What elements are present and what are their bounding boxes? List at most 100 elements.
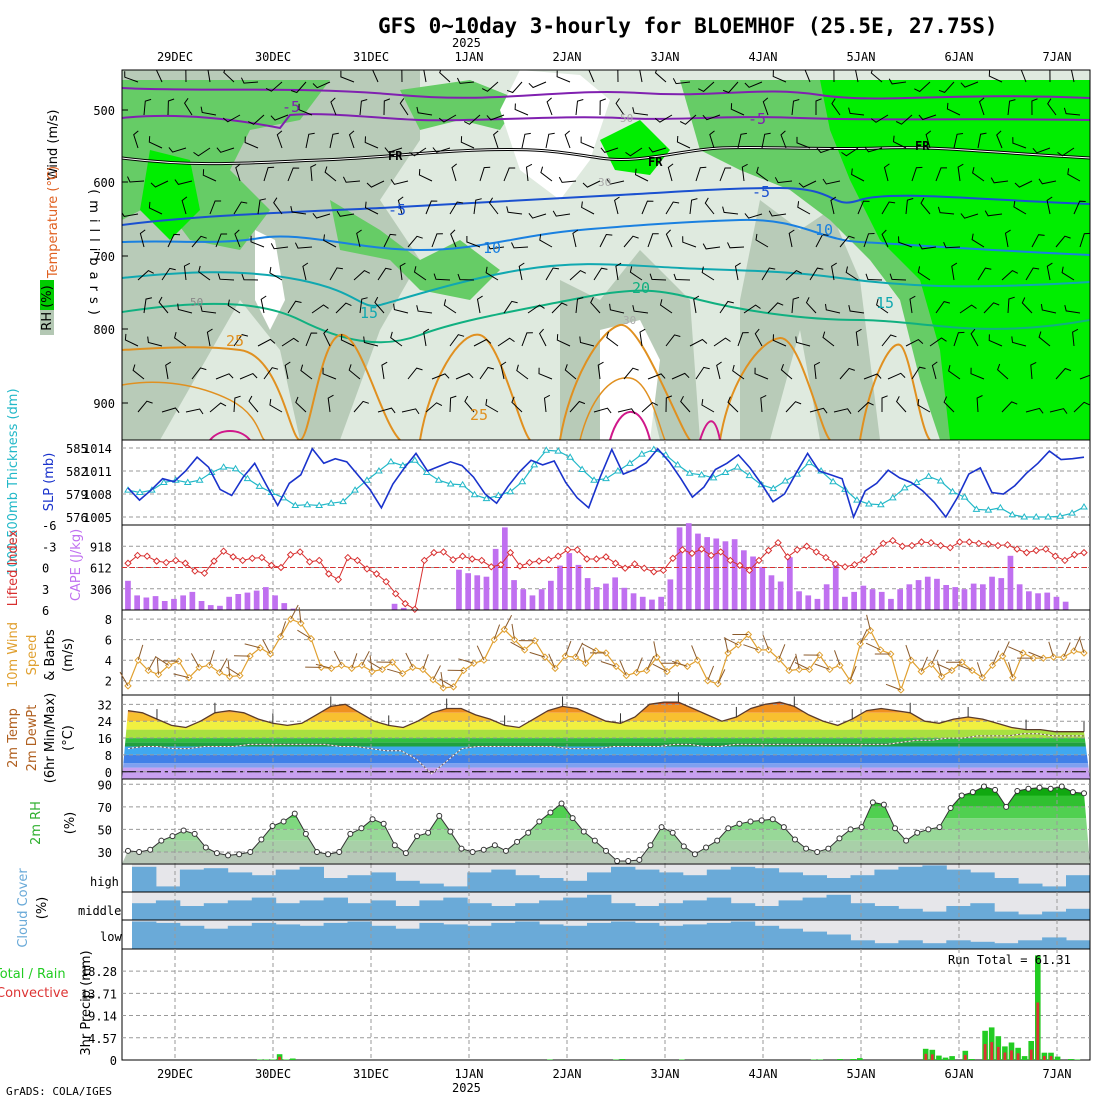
lifted-index-line-marker [803,542,811,550]
temp2m-axis-label: 2m Temp [6,708,21,768]
wind10-barb [653,641,658,658]
cape-tick: 306 [90,583,112,597]
wind-barb [976,395,983,413]
wind-barb [1047,98,1057,116]
wind-barb [511,242,529,249]
cloud-bar [898,866,923,892]
wind-barb [181,196,188,215]
wind-barb [791,99,800,116]
thickness-line-marker [566,453,575,460]
wind-barb [366,180,385,188]
rh2m-line-marker [191,830,198,837]
wind10-barb [1078,637,1085,654]
temperature-contours [122,87,1090,440]
wind10-line-marker [693,656,702,664]
cape-bar [400,607,407,610]
contour-minus25 [122,87,1090,100]
wind-barb [988,334,1003,347]
cape-bar [970,583,977,610]
wind-barb [888,78,907,85]
rh2m-line-marker [225,852,232,859]
wind-barb [641,402,659,413]
cloud-axis-label: (%) [35,897,50,920]
cloud-bar [563,897,588,920]
cloud-bar [1066,940,1091,949]
wind-barb [1049,408,1068,414]
slp-tick: 1005 [83,511,112,525]
rh2m-line-marker [703,844,710,851]
wind-barb [702,243,721,250]
upper-wind-barbs [122,70,1090,415]
wind-barb [543,394,551,413]
thickness-line-marker [315,501,324,508]
wind-barb [215,373,234,380]
year-label-top: 2025 [452,36,481,50]
wind-barb [407,235,423,248]
wind-barb [312,212,331,219]
rh-band [122,795,1090,807]
cloud-bar [227,872,253,892]
cloud-bar [898,908,923,920]
rh2m-line-marker [680,843,687,850]
wind-barb [639,70,643,83]
cloud-bar [347,875,372,892]
wind10-barb [1048,641,1054,658]
wind-barb [269,398,283,413]
wind-barb [287,300,302,314]
thickness-line-marker [1080,503,1088,510]
cape-bar [934,578,940,611]
wind10-axis-label: & Barbs [43,629,58,681]
precip-bar [619,1059,626,1060]
wind-barb [614,196,620,215]
lifted-index-line-marker [956,538,964,546]
wind-barb [857,200,870,215]
precip-tick: 13.71 [81,987,117,1001]
rh2m-line-marker [1069,789,1076,796]
precip-bar [837,1059,843,1060]
temp-bands [122,702,1090,779]
wind-barb [918,114,937,121]
thickness-line-marker [303,500,312,508]
cloud-bar [970,903,995,920]
cloud-bar [419,900,444,920]
wind10-barb [762,634,770,651]
wind-barb [580,136,595,149]
wind-barb [951,262,958,281]
precip-conv-bar [1016,1053,1020,1060]
cape-bar [741,550,747,610]
day-label-bottom: 7JAN [1043,1067,1072,1081]
wind-barb [290,81,307,94]
cloud-bar [132,903,157,920]
lifted-index-line-marker [812,548,821,556]
wind-barb [1046,196,1053,215]
wind-barb [713,337,731,347]
wind-barb [148,201,163,215]
lifted-index-line-marker [726,556,734,565]
wind-barb [449,395,457,413]
cape-bar [1053,596,1060,610]
wind-barb [263,367,279,380]
wind10-tick: 6 [105,634,112,648]
lifted-index-line-marker [124,559,132,567]
wind-barb [1014,180,1033,188]
wind-barb [353,400,369,413]
wind-barb [198,265,211,281]
precip-bar [283,1059,289,1060]
cloud-bar [826,878,851,892]
wind-barb [848,107,865,116]
wind-barb [863,233,875,248]
lifted-index-line-marker [152,557,161,565]
cloud-bar [395,928,420,949]
wind-barb [139,229,146,248]
wind-barb [702,114,721,121]
thickness-line-marker [637,450,646,457]
cloud-bar [778,900,803,920]
cloud-bar [706,869,732,892]
wind-axis-label: Wind (m/s) [46,110,61,181]
cape-bar [171,598,177,610]
wind10-barb [1002,641,1010,657]
precip-bar [969,1059,975,1060]
wind-barb [493,130,499,149]
wind-barb [960,81,979,88]
temp-band [122,729,1090,738]
